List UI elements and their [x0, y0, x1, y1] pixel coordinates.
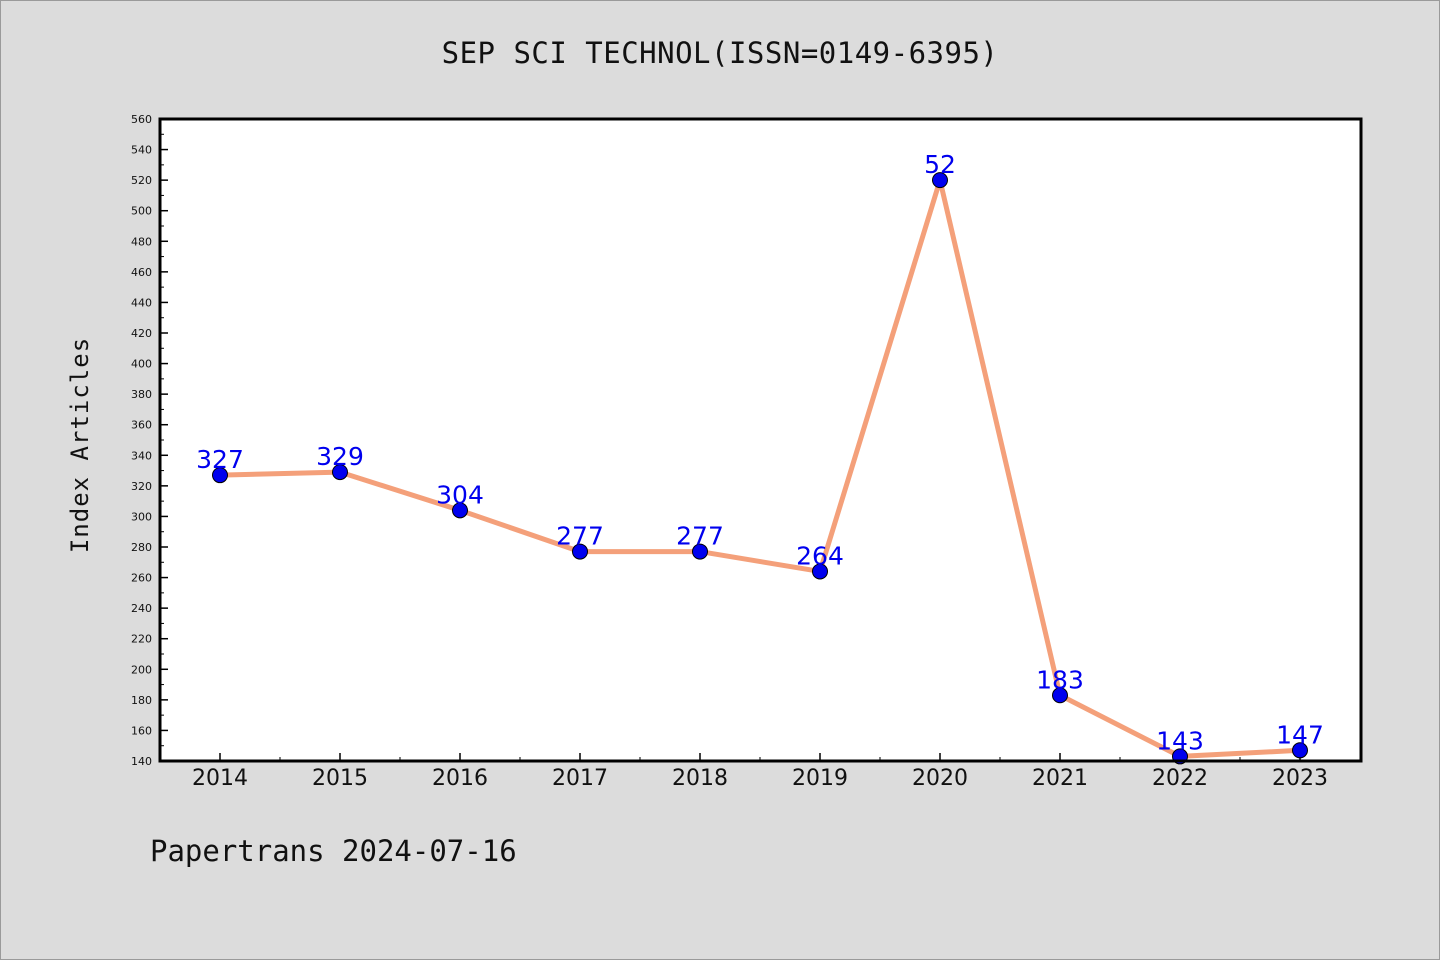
data-point — [452, 502, 468, 519]
y-tick-label: 420 — [131, 327, 152, 340]
y-tick-label: 480 — [131, 235, 152, 248]
plot-border — [158, 117, 1363, 763]
data-label: 183 — [1036, 665, 1084, 694]
series-line — [219, 177, 1301, 759]
y-tick-label: 540 — [131, 144, 152, 157]
y-tick-label: 560 — [131, 113, 152, 126]
data-point — [572, 543, 588, 560]
data-label: 147 — [1276, 720, 1324, 749]
data-label: 329 — [316, 442, 364, 471]
data-label: 143 — [1156, 726, 1204, 755]
y-tick-label: 320 — [131, 480, 152, 493]
plot-area — [160, 119, 1361, 761]
y-tick-label: 140 — [131, 755, 152, 768]
y-tick-label: 220 — [131, 633, 152, 646]
data-point — [212, 467, 228, 484]
y-tick-label: 400 — [131, 358, 152, 371]
x-tick-label: 2020 — [912, 766, 968, 791]
x-tick-label: 2016 — [432, 766, 488, 791]
y-tick-label: 200 — [131, 663, 152, 676]
data-point — [332, 464, 348, 481]
data-label: 264 — [796, 541, 844, 570]
x-tick-label: 2023 — [1272, 766, 1328, 791]
y-tick-label: 380 — [131, 388, 152, 401]
y-tick-label: 240 — [131, 602, 152, 615]
y-tick-label: 180 — [131, 694, 152, 707]
x-tick-label: 2022 — [1152, 766, 1208, 791]
data-label: 277 — [676, 522, 724, 551]
data-markers — [212, 172, 1308, 765]
chart-title: SEP SCI TECHNOL(ISSN=0149-6395) — [441, 36, 999, 70]
data-point — [932, 172, 948, 189]
y-tick-label: 520 — [131, 174, 152, 187]
data-point — [812, 563, 828, 580]
y-tick-label: 300 — [131, 510, 152, 523]
data-labels: 327 329 304 277 277 264 52 183 143 147 — [196, 150, 1324, 755]
y-tick-label: 360 — [131, 419, 152, 432]
y-tick-label: 160 — [131, 724, 152, 737]
data-point — [692, 543, 708, 560]
x-tick-label: 2015 — [312, 766, 368, 791]
x-tick-label: 2019 — [792, 766, 848, 791]
watermark: Papertrans 2024-07-16 — [150, 834, 517, 868]
y-tick-label: 340 — [131, 449, 152, 462]
y-tick-label: 280 — [131, 541, 152, 554]
y-axis: 140 160 180 200 220 240 260 280 300 320 340 360 380 4… — [131, 113, 168, 768]
x-tick-label: 2018 — [672, 766, 728, 791]
y-tick-label: 260 — [131, 572, 152, 585]
data-label: 304 — [436, 480, 484, 509]
data-label: 277 — [556, 522, 604, 551]
y-tick-label: 500 — [131, 205, 152, 218]
y-tick-label: 440 — [131, 296, 152, 309]
x-tick-label: 2014 — [192, 766, 248, 791]
data-label: 327 — [196, 445, 244, 474]
x-tick-label: 2017 — [552, 766, 608, 791]
x-axis: 2014 2015 2016 2017 2018 2019 2020 2021 2022 2023 — [192, 753, 1328, 791]
y-tick-label: 460 — [131, 266, 152, 279]
data-point — [1292, 742, 1308, 759]
data-point — [1052, 687, 1068, 704]
x-tick-label: 2021 — [1032, 766, 1088, 791]
data-label: 52 — [924, 150, 956, 179]
